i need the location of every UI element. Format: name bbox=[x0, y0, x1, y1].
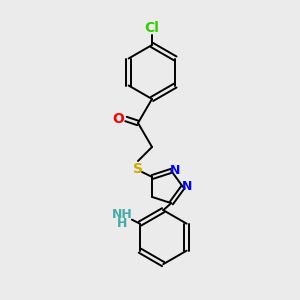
Text: NH: NH bbox=[112, 208, 132, 221]
Text: N: N bbox=[170, 164, 180, 177]
Text: O: O bbox=[112, 112, 124, 126]
Text: H: H bbox=[117, 217, 127, 230]
Text: Cl: Cl bbox=[145, 21, 159, 35]
Text: S: S bbox=[133, 162, 143, 176]
Text: N: N bbox=[182, 181, 192, 194]
